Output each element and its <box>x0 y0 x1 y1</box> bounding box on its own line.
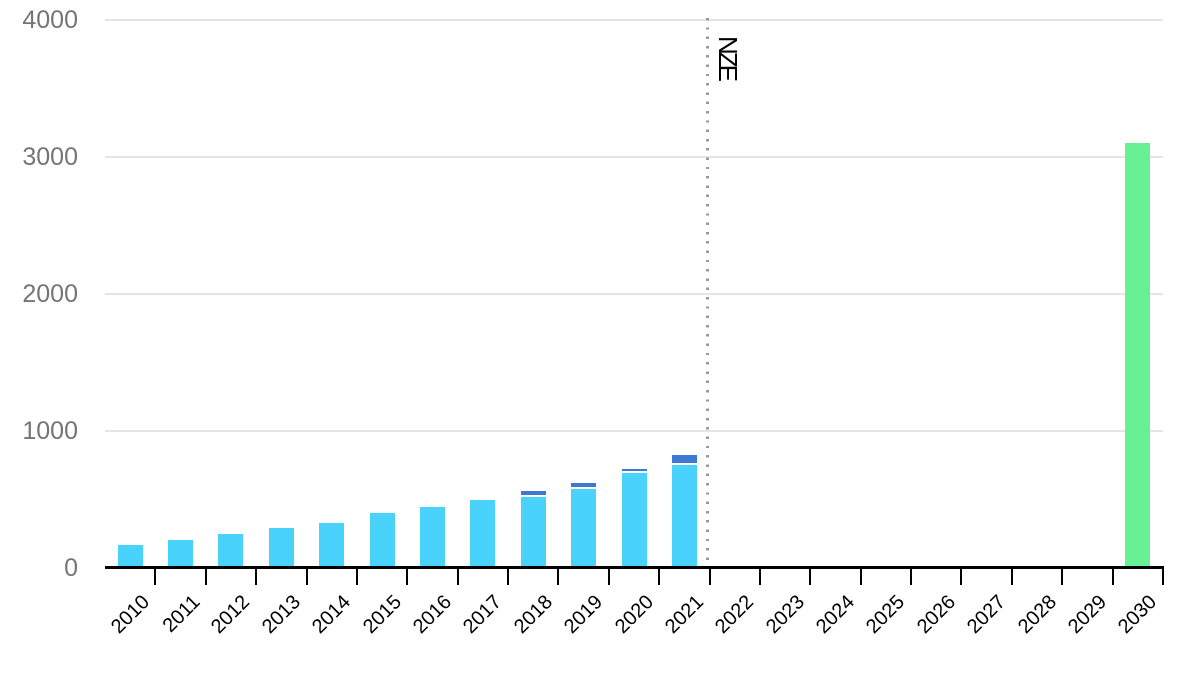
bar-2019-series-light-blue <box>571 488 597 568</box>
x-axis-line <box>105 566 1164 569</box>
x-axis-tick <box>758 567 761 585</box>
bar-2018-series-light-blue <box>520 496 546 568</box>
bar-2017-series-light-blue <box>470 500 496 568</box>
y-axis-label-4000: 4000 <box>22 6 78 34</box>
x-axis-label-2020: 2020 <box>610 591 658 639</box>
bar-2015-series-light-blue <box>369 513 395 568</box>
bar-2020-series-light-blue <box>621 473 647 568</box>
x-axis-label-2011: 2011 <box>158 591 205 637</box>
x-axis-tick <box>910 567 913 585</box>
gridline-4000 <box>105 19 1163 21</box>
x-axis-label-2013: 2013 <box>257 591 305 639</box>
x-axis-label-2017: 2017 <box>459 591 507 639</box>
x-axis-tick <box>708 567 711 585</box>
bar-2020-series-dark-blue-cap <box>621 468 647 472</box>
x-axis-tick <box>1111 567 1114 585</box>
x-axis-label-2028: 2028 <box>1013 591 1061 639</box>
x-axis-tick <box>507 567 510 585</box>
gridline-2000 <box>105 293 1163 295</box>
x-axis-tick <box>1162 567 1164 585</box>
x-axis-tick <box>658 567 661 585</box>
gridline-1000 <box>105 430 1163 432</box>
y-axis-label-1000: 1000 <box>22 417 78 445</box>
bar-2010-series-light-blue <box>117 545 143 568</box>
x-axis-label-2012: 2012 <box>207 591 255 639</box>
x-axis-tick <box>355 567 358 585</box>
y-axis-label-0: 0 <box>64 554 78 582</box>
bar-2018-series-dark-blue-cap <box>520 491 546 495</box>
x-axis-label-2018: 2018 <box>509 591 557 639</box>
x-axis-tick <box>809 567 812 585</box>
x-axis-tick <box>204 567 207 585</box>
x-axis-label-2021: 2021 <box>660 591 708 639</box>
nze-annotation-label: NZE <box>712 36 743 79</box>
gridline-3000 <box>105 156 1163 158</box>
bar-2016-series-light-blue <box>419 507 445 568</box>
x-axis-tick <box>305 567 308 585</box>
x-axis-label-2030: 2030 <box>1114 591 1162 639</box>
x-axis-tick <box>255 567 258 585</box>
y-axis-label-2000: 2000 <box>22 280 78 308</box>
x-axis-tick <box>1010 567 1013 585</box>
x-axis-label-2025: 2025 <box>862 591 910 639</box>
y-axis-label-3000: 3000 <box>22 143 78 171</box>
x-axis-tick <box>607 567 610 585</box>
x-axis-label-2016: 2016 <box>409 591 457 639</box>
bar-2019-series-dark-blue-cap <box>571 483 597 487</box>
x-axis-tick <box>557 567 560 585</box>
x-axis-label-2029: 2029 <box>1063 591 1111 639</box>
x-axis-label-2015: 2015 <box>358 591 406 639</box>
x-axis-label-2027: 2027 <box>963 591 1011 639</box>
bar-2030-series-green-nze <box>1125 143 1151 568</box>
x-axis-label-2022: 2022 <box>711 591 759 639</box>
bar-2013-series-light-blue <box>268 528 294 568</box>
bar-2012-series-light-blue <box>218 533 244 568</box>
bar-2021-series-dark-blue-cap <box>671 454 697 463</box>
x-axis-tick <box>1061 567 1064 585</box>
x-axis-label-2019: 2019 <box>560 591 608 639</box>
bar-2011-series-light-blue <box>168 539 194 568</box>
x-axis-tick <box>859 567 862 585</box>
nze-dotted-line <box>706 18 709 568</box>
x-axis-label-2023: 2023 <box>761 591 809 639</box>
x-axis-label-2014: 2014 <box>308 591 356 639</box>
bar-2014-series-light-blue <box>319 522 345 568</box>
x-axis-tick <box>960 567 963 585</box>
x-axis-tick <box>456 567 459 585</box>
x-axis-label-2010: 2010 <box>106 591 154 639</box>
x-axis-label-2024: 2024 <box>812 591 860 639</box>
x-axis-tick <box>406 567 409 585</box>
x-axis-tick <box>154 567 157 585</box>
x-axis-label-2026: 2026 <box>912 591 960 639</box>
bar-2021-series-light-blue <box>671 464 697 568</box>
